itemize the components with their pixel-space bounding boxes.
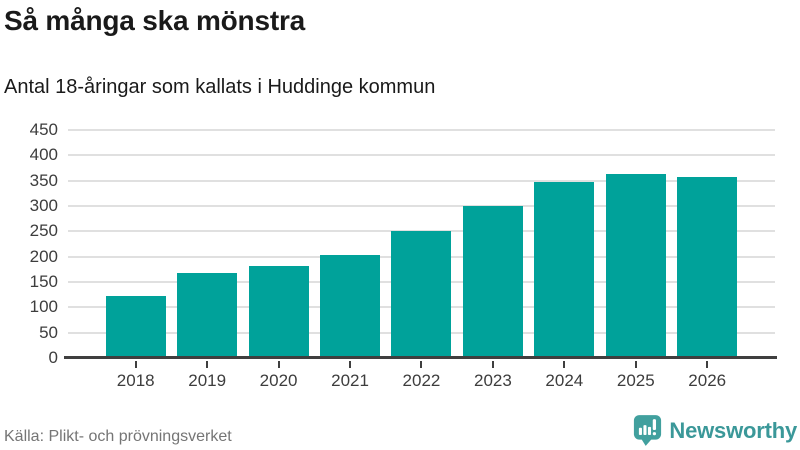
bar-2018 — [105, 296, 166, 358]
x-tick-label-2019: 2019 — [188, 371, 227, 390]
newsworthy-logo: Newsworthy — [633, 414, 797, 447]
bar-slot-2019: 2019 — [171, 130, 242, 390]
x-tick-2019 — [206, 361, 209, 368]
x-tick-2025 — [634, 361, 637, 368]
bar-2022 — [391, 230, 452, 358]
y-tick-label-0: 0 — [48, 348, 58, 367]
y-tick-label-350: 350 — [29, 170, 58, 190]
x-tick-label-2020: 2020 — [259, 371, 298, 390]
y-axis-labels: 0 50 100 150 200 250 300 350 400 450 — [0, 120, 58, 367]
y-tick-label-100: 100 — [29, 297, 58, 317]
x-tick-label-2021: 2021 — [331, 371, 369, 390]
x-tick-label-2023: 2023 — [473, 371, 512, 390]
gridline-350 — [68, 179, 775, 182]
bar-slot-2023: 2023 — [457, 130, 528, 390]
y-tick-label-150: 150 — [29, 272, 58, 291]
bar-slot-2022: 2022 — [386, 130, 457, 390]
x-tick-2022 — [420, 361, 423, 368]
x-tick-label-2018: 2018 — [116, 371, 155, 390]
y-tick-label-450: 450 — [29, 120, 58, 139]
x-tick-2024 — [563, 361, 566, 368]
x-tick-2026 — [706, 361, 709, 368]
x-axis-line — [64, 356, 777, 359]
bar-2021 — [320, 255, 381, 358]
bar-2026 — [677, 177, 738, 358]
x-tick-2023 — [491, 361, 494, 368]
chart-subtitle: Antal 18-åringar som kallats i Huddinge … — [4, 76, 436, 98]
gridline-450 — [68, 129, 775, 131]
x-tick-label-2025: 2025 — [616, 371, 655, 390]
newsworthy-wordmark: Newsworthy — [669, 417, 797, 443]
x-tick-label-2026: 2026 — [688, 371, 727, 390]
bar-2025 — [605, 174, 666, 358]
gridline-400 — [68, 154, 775, 157]
y-tick-label-50: 50 — [39, 322, 58, 342]
y-tick-label-300: 300 — [29, 196, 58, 215]
x-tick-2021 — [349, 361, 352, 368]
y-tick-label-400: 400 — [29, 145, 58, 165]
y-tick-label-250: 250 — [29, 221, 58, 241]
bar-slot-2020: 2020 — [243, 130, 314, 390]
x-tick-label-2022: 2022 — [402, 371, 441, 390]
x-tick-2018 — [134, 361, 137, 368]
x-tick-2020 — [277, 361, 280, 368]
y-tick-label-200: 200 — [29, 246, 58, 266]
bar-slot-2025: 2025 — [600, 130, 671, 390]
bar-2020 — [248, 265, 309, 358]
bar-slot-2018: 2018 — [100, 130, 171, 390]
bar-slot-2026: 2026 — [672, 130, 743, 390]
bar-2024 — [534, 182, 595, 358]
bar-2023 — [462, 206, 523, 358]
newsworthy-bar-chart-bubble-icon — [633, 414, 662, 447]
chart-title: Så många ska mönstra — [4, 5, 306, 36]
bar-slot-2021: 2021 — [314, 130, 385, 390]
source-note: Källa: Plikt- och prövningsverket — [4, 428, 232, 445]
bar-2019 — [177, 272, 238, 358]
gridline-300 — [68, 205, 775, 207]
bar-slot-2024: 2024 — [529, 130, 600, 390]
x-tick-label-2024: 2024 — [545, 371, 584, 390]
bars-row: 2018 2019 2020 2021 2022 2023 2024 2025 2026 — [68, 130, 775, 390]
plot-area: 2018 2019 2020 2021 2022 2023 2024 2025 2026 — [68, 129, 775, 390]
